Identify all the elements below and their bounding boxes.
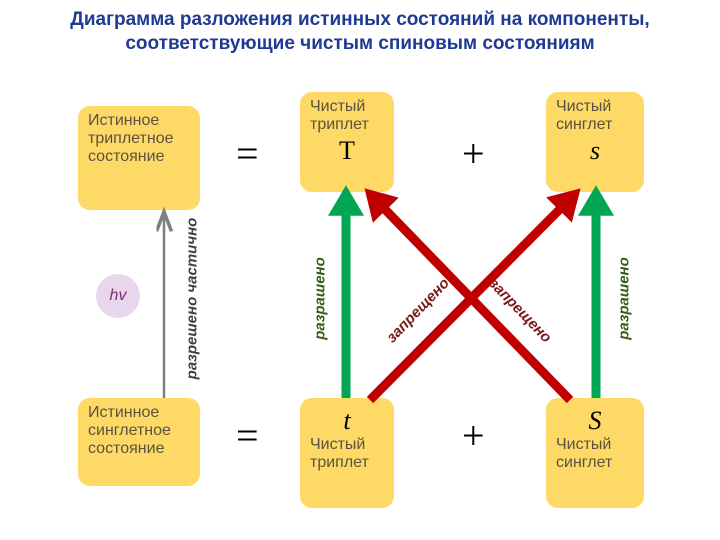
- box-symbol: t: [310, 406, 384, 436]
- hv-bubble: hv: [96, 274, 140, 318]
- plus-bottom: +: [462, 412, 485, 459]
- box-pure-triplet-bottom: t Чистый триплет: [300, 398, 394, 508]
- box-label: Истинное синглетное состояние: [88, 404, 190, 458]
- box-label: Чистый триплет: [310, 98, 384, 134]
- label-forbidden-left: запрещено: [356, 247, 479, 374]
- box-label: Чистый синглет: [556, 436, 634, 472]
- box-symbol: T: [310, 136, 384, 166]
- plus-top: +: [462, 130, 485, 177]
- box-label: Чистый триплет: [310, 436, 384, 472]
- box-pure-singlet-bottom: S Чистый синглет: [546, 398, 644, 508]
- label-allowed-right: разрашено: [616, 219, 633, 379]
- box-label: Истинное триплетное состояние: [88, 112, 190, 166]
- equals-bottom: =: [236, 412, 259, 459]
- label-allowed-left: разрашено: [312, 219, 329, 379]
- equals-top: =: [236, 130, 259, 177]
- hv-label: hv: [110, 287, 127, 305]
- box-true-singlet: Истинное синглетное состояние: [78, 398, 200, 486]
- box-symbol: s: [556, 136, 634, 166]
- diagram-title: Диаграмма разложения истинных состояний …: [0, 8, 720, 56]
- box-pure-triplet-top: Чистый триплет T: [300, 92, 394, 192]
- arrow-forbidden-2: [372, 196, 570, 400]
- box-label: Чистый синглет: [556, 98, 634, 134]
- box-symbol: S: [556, 406, 634, 436]
- label-partial: разрешено частично: [184, 199, 201, 399]
- box-true-triplet: Истинное триплетное состояние: [78, 106, 200, 210]
- label-forbidden-right: запрещено: [458, 247, 581, 374]
- box-pure-singlet-top: Чистый синглет s: [546, 92, 644, 192]
- arrow-forbidden-1: [370, 196, 573, 400]
